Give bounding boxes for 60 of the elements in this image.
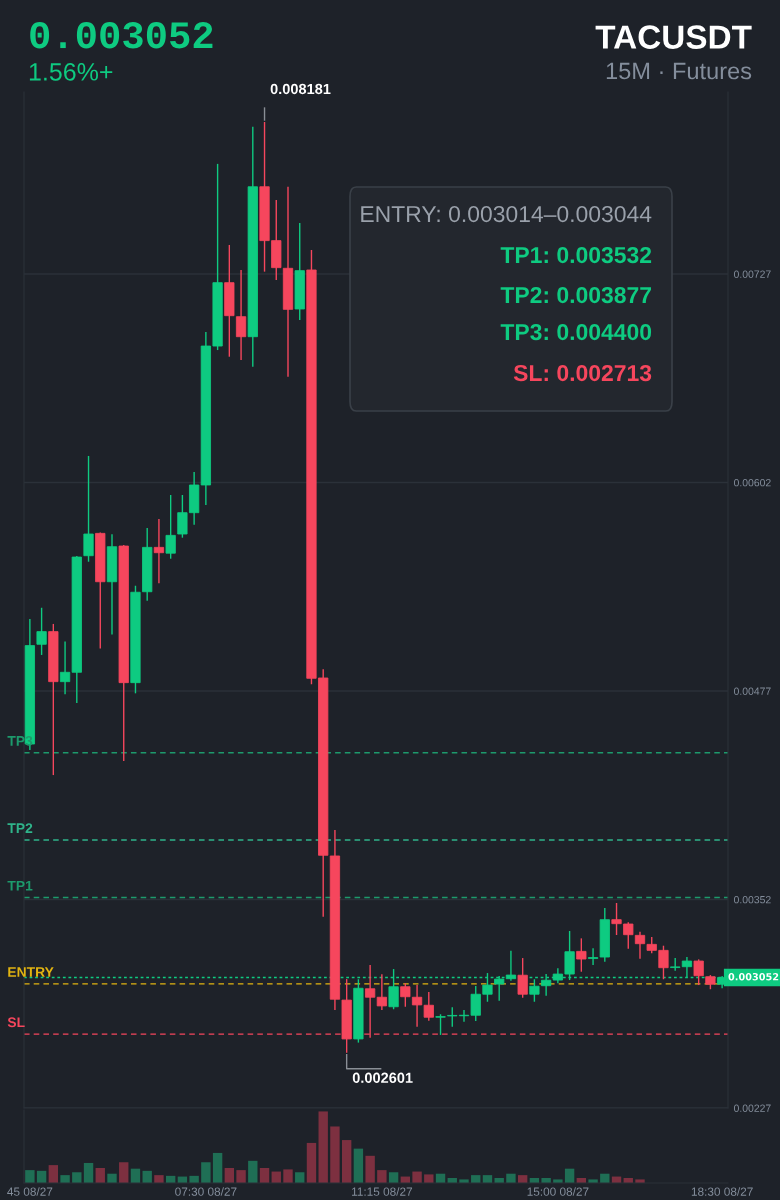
bar [236,1170,246,1183]
annotation: ENTRY: 0.003014–0.003044 [361,205,652,223]
candlestick [235,269,247,361]
bar [107,1173,117,1183]
bar [330,1126,340,1183]
bar [283,1169,293,1183]
candlestick [36,607,47,656]
bar [189,1175,199,1183]
bar [506,1173,516,1183]
candlestick [165,494,176,560]
annotation: SL: 0.002713 [513,364,652,382]
x-tick-label: 15:00 08/27 [527,1187,589,1196]
bar [48,1165,59,1183]
bar [83,1162,94,1183]
ref-line-label: TP1 [7,880,33,891]
bar [318,1111,328,1183]
candlestick [576,937,587,973]
bar [60,1175,70,1183]
candlestick [376,973,387,1011]
chart-subtitle: 1.56%+ [29,63,113,81]
candlestick [83,455,94,563]
y-tick-label: 0.00352 [733,896,771,904]
text: 15M · Futures [606,62,752,80]
chart-title: 0.003052 [30,22,213,49]
ref-line-label: ENTRY [8,967,54,977]
annotation: TP3: 0.004400 [500,323,652,341]
bar [212,1152,223,1183]
bar [248,1160,258,1183]
bar [353,1148,364,1183]
x-tick-label: 07:30 08/27 [175,1187,237,1196]
candlestick [400,982,411,1008]
annotation: TP2: 0.003877 [500,286,652,304]
bar [306,1142,317,1183]
candlestick [153,518,165,584]
annotation: 0.008181 [270,83,331,95]
y-tick-label: 0.00227 [733,1104,771,1112]
y-tick-label: 0.00727 [733,270,771,278]
bar [377,1170,387,1183]
candlestick [634,930,646,960]
bar [412,1171,422,1183]
ref-line-label: SL [7,1017,25,1028]
bar [341,1140,352,1183]
x-tick-label: 18:30 08/27 [691,1187,753,1196]
candlestick [517,957,528,999]
bar [154,1175,164,1183]
candlestick [529,978,540,1003]
bar [119,1162,129,1183]
x-tick-label: 11:15 08/27 [352,1187,413,1196]
annotation: TP1: 0.003532 [500,246,652,264]
y-tick-label: 0.00477 [733,687,771,695]
candlestick [693,958,704,986]
bar [365,1155,375,1183]
bar [25,1170,35,1183]
y-tick-label: 0.00602 [733,478,771,487]
ref-line-label: TP2 [7,823,33,833]
bar [201,1162,211,1183]
annotation: 0.002601 [352,1072,413,1083]
x-tick-label: 45 08/27 [7,1187,53,1196]
text: TACUSDT [595,25,752,49]
ref-line-label: 0.003052 [728,973,779,981]
